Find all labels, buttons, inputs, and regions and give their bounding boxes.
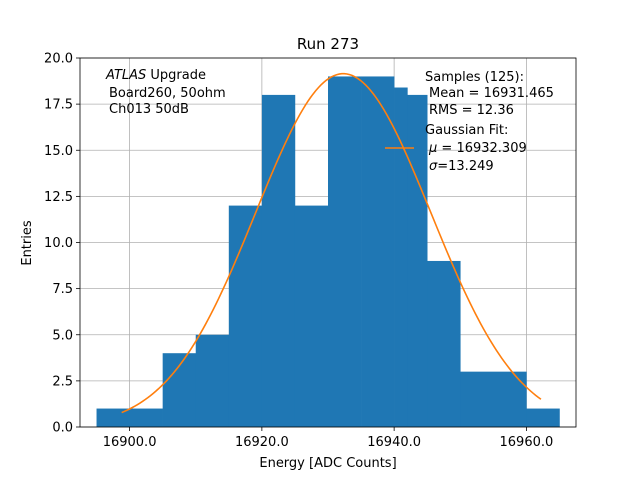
histogram-bar-0	[96, 408, 163, 427]
legend-fit-sigma: σ=13.249	[429, 159, 494, 174]
legend-rms: RMS = 12.36	[429, 103, 514, 118]
y-tick-label-4: 10.0	[44, 236, 73, 251]
x-tick-label-2: 16940.0	[367, 435, 421, 450]
experiment-name-italic: ATLAS	[105, 68, 146, 83]
histogram-bars	[96, 76, 560, 428]
histogram-bar-12	[526, 408, 560, 427]
chart-title: Run 273	[297, 35, 359, 53]
histogram-bar-5	[294, 205, 329, 427]
histogram-bar-7	[361, 76, 395, 427]
histogram-bar-4	[261, 94, 296, 428]
histogram-bar-2	[195, 334, 230, 427]
experiment-name: ATLAS Upgrade	[105, 68, 206, 83]
y-tick-label-5: 12.5	[44, 190, 73, 205]
x-tick-label-3: 16960.0	[500, 435, 554, 450]
y-tick-label-2: 5.0	[52, 328, 73, 343]
x-axis-ticks: 16900.0 16920.0 16940.0 16960.0	[103, 427, 554, 450]
y-tick-label-3: 7.5	[52, 282, 73, 297]
x-tick-label-0: 16900.0	[103, 435, 157, 450]
histogram-bar-11	[460, 371, 527, 427]
y-tick-label-0: 0.0	[52, 421, 73, 436]
histogram-bar-9	[407, 94, 428, 428]
legend-fit-mu: μ = 16932.309	[428, 141, 527, 156]
histogram-bar-6	[328, 76, 362, 427]
y-axis-label: Entries	[20, 220, 35, 266]
histogram-bar-10	[427, 260, 461, 427]
x-tick-label-1: 16920.0	[235, 435, 289, 450]
legend: Samples (125): Mean = 16931.465 RMS = 12…	[385, 70, 554, 174]
channel-annotation: Ch013 50dB	[109, 102, 189, 117]
experiment-name-rest: Upgrade	[146, 68, 206, 83]
histogram-bar-1	[162, 353, 197, 427]
legend-samples: Samples (125):	[425, 70, 524, 85]
legend-mu-symbol: μ	[428, 141, 437, 156]
histogram-bar-8	[394, 87, 408, 428]
board-annotation: Board260, 50ohm	[109, 86, 226, 101]
legend-sigma-symbol: σ	[429, 159, 438, 174]
y-tick-label-6: 15.0	[44, 144, 73, 159]
legend-sigma-value: =13.249	[437, 159, 493, 174]
y-tick-label-1: 2.5	[52, 374, 73, 389]
legend-mean: Mean = 16931.465	[429, 86, 554, 101]
gaussian-fit-curve	[121, 72, 542, 414]
legend-mu-value: = 16932.309	[437, 141, 526, 156]
x-axis-label: Energy [ADC Counts]	[259, 456, 396, 471]
y-axis-ticks: 0.0 2.5 5.0 7.5 10.0 12.5 15.0 17.5 20.0	[44, 52, 80, 436]
legend-fit-title: Gaussian Fit:	[425, 123, 508, 138]
y-tick-label-8: 20.0	[44, 52, 73, 67]
experiment-annotation: ATLAS Upgrade Board260, 50ohm Ch013 50dB	[105, 68, 226, 117]
y-tick-label-7: 17.5	[44, 98, 73, 113]
histogram-bar-3	[228, 205, 263, 427]
